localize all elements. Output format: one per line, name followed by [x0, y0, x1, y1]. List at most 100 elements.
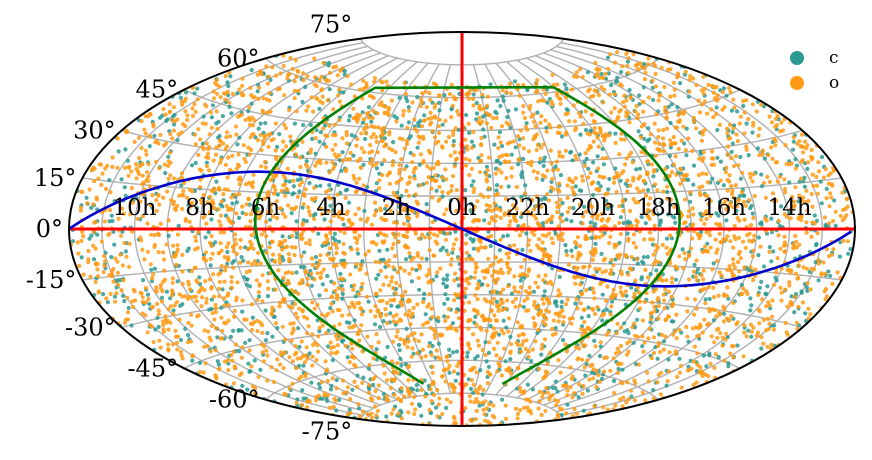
point-o [671, 162, 677, 167]
point-o [804, 266, 810, 271]
point-o [480, 119, 485, 124]
point-c [469, 139, 475, 144]
point-c [586, 305, 591, 310]
point-o [421, 322, 426, 327]
point-o [420, 347, 425, 352]
point-o [544, 385, 549, 391]
point-o [326, 188, 331, 193]
point-c [812, 213, 817, 218]
point-o [419, 332, 424, 337]
point-c [112, 242, 117, 247]
point-c [643, 221, 648, 226]
point-o [485, 103, 490, 108]
point-o [208, 110, 213, 115]
point-o [671, 135, 676, 140]
point-c [816, 278, 821, 283]
point-o [560, 219, 565, 224]
point-c [525, 88, 530, 93]
point-o [268, 131, 273, 136]
point-o [691, 115, 697, 121]
point-c [374, 347, 379, 352]
point-c [397, 95, 402, 100]
point-o [277, 304, 282, 309]
point-o [808, 312, 813, 317]
point-o [655, 298, 660, 303]
point-o [537, 399, 542, 404]
point-o [358, 217, 363, 222]
point-o [275, 87, 280, 92]
point-o [805, 281, 810, 286]
point-c [232, 258, 237, 264]
point-c [711, 318, 717, 323]
point-c [729, 149, 734, 154]
point-o [577, 111, 582, 116]
point-o [557, 150, 562, 155]
point-o [522, 405, 527, 410]
point-o [282, 297, 287, 302]
point-o [102, 219, 107, 224]
point-o [127, 164, 132, 169]
point-c [807, 269, 812, 275]
point-c [495, 98, 500, 103]
point-o [621, 208, 626, 214]
point-o [86, 260, 91, 265]
point-o [633, 381, 638, 386]
point-o [330, 160, 335, 165]
point-o [809, 147, 814, 153]
point-o [196, 127, 201, 132]
point-o [717, 122, 723, 127]
point-o [464, 278, 469, 283]
point-o [377, 178, 382, 183]
point-o [244, 212, 249, 217]
point-c [621, 220, 626, 226]
point-o [296, 291, 301, 296]
point-o [293, 301, 298, 307]
point-c [559, 299, 565, 304]
point-o [626, 272, 631, 277]
point-o [358, 87, 363, 92]
point-o [129, 169, 134, 174]
point-o [357, 414, 362, 419]
point-o [688, 190, 693, 195]
point-o [484, 172, 489, 177]
point-o [523, 124, 528, 130]
point-o [515, 320, 520, 325]
point-o [179, 130, 184, 135]
point-o [330, 309, 335, 314]
point-o [126, 317, 131, 322]
point-o [649, 162, 654, 167]
point-o [386, 283, 392, 288]
point-o [140, 182, 145, 187]
point-o [340, 287, 345, 292]
point-o [299, 280, 304, 286]
point-o [681, 221, 687, 226]
point-o [222, 254, 227, 260]
point-c [667, 153, 673, 158]
point-c [235, 142, 240, 147]
point-o [661, 136, 666, 141]
point-o [481, 387, 486, 392]
point-c [230, 201, 235, 206]
point-o [270, 252, 276, 257]
point-o [666, 369, 672, 374]
point-o [413, 407, 418, 412]
point-o [748, 175, 753, 180]
point-c [707, 351, 712, 356]
point-o [566, 262, 572, 267]
point-o [342, 264, 347, 269]
point-o [782, 177, 787, 182]
point-o [175, 243, 180, 248]
point-o [639, 135, 644, 140]
point-o [796, 263, 801, 268]
point-o [283, 193, 288, 198]
point-o [577, 243, 583, 249]
point-o [570, 395, 575, 400]
point-o [371, 95, 376, 100]
point-o [676, 73, 681, 78]
point-o [655, 380, 660, 385]
point-o [247, 348, 252, 353]
point-c [542, 289, 547, 294]
point-o [289, 245, 295, 250]
point-o [794, 239, 799, 244]
point-o [528, 248, 533, 253]
